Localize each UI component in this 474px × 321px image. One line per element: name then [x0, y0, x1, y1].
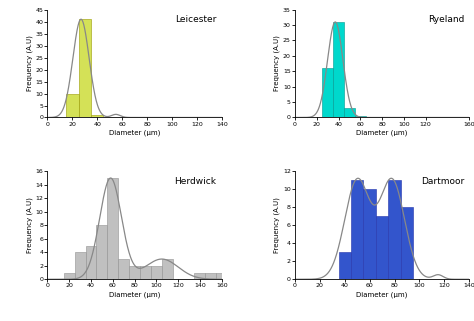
Bar	[351, 180, 364, 279]
Text: Dartmoor: Dartmoor	[421, 177, 464, 186]
Y-axis label: Frequency (A.U): Frequency (A.U)	[273, 197, 280, 253]
Bar	[355, 116, 366, 117]
Y-axis label: Frequency (A.U): Frequency (A.U)	[273, 36, 280, 91]
Bar	[344, 108, 355, 117]
Bar	[64, 273, 74, 279]
Text: Ryeland: Ryeland	[428, 15, 464, 24]
Bar	[364, 189, 376, 279]
Bar	[194, 273, 205, 279]
Bar	[205, 273, 216, 279]
Y-axis label: Frequency (A.U): Frequency (A.U)	[26, 197, 33, 253]
Text: Herdwick: Herdwick	[174, 177, 217, 186]
Bar	[107, 178, 118, 279]
Bar	[333, 22, 344, 117]
Bar	[376, 216, 388, 279]
Y-axis label: Frequency (A.U): Frequency (A.U)	[26, 36, 33, 91]
X-axis label: Diameter (μm): Diameter (μm)	[356, 291, 408, 298]
Bar	[96, 225, 107, 279]
Bar	[91, 115, 103, 117]
Bar	[388, 180, 401, 279]
X-axis label: Diameter (μm): Diameter (μm)	[356, 129, 408, 136]
Bar	[338, 252, 351, 279]
Bar	[401, 207, 413, 279]
Bar	[140, 266, 151, 279]
Bar	[129, 266, 140, 279]
Bar	[74, 252, 85, 279]
Bar	[85, 246, 96, 279]
X-axis label: Diameter (μm): Diameter (μm)	[109, 291, 160, 298]
Text: Leicester: Leicester	[175, 15, 217, 24]
Bar	[118, 259, 129, 279]
Bar	[162, 259, 173, 279]
X-axis label: Diameter (μm): Diameter (μm)	[109, 129, 160, 136]
Bar	[216, 273, 227, 279]
Bar	[79, 19, 91, 117]
Bar	[151, 266, 162, 279]
Bar	[322, 68, 333, 117]
Bar	[66, 93, 79, 117]
